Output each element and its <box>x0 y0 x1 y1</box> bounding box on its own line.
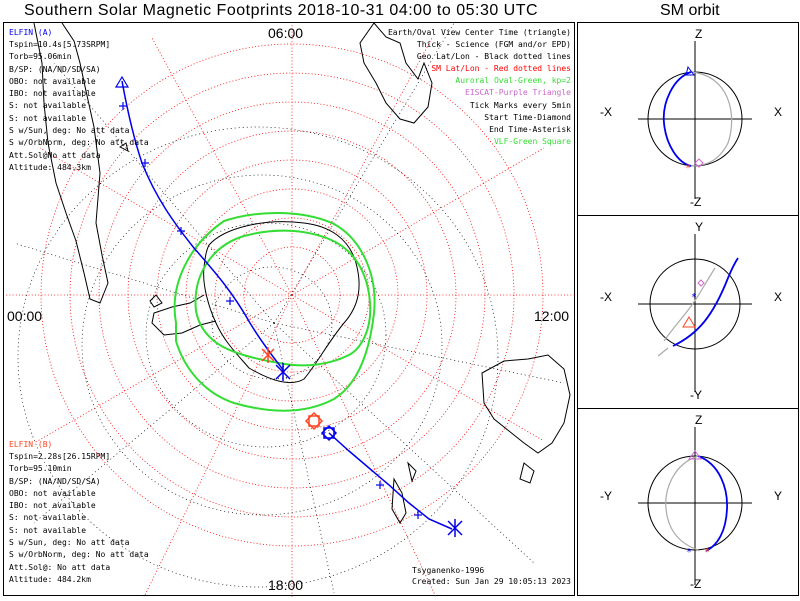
elfin-b-bsp: B/SP: (NA/ND/SD/SA) <box>9 476 101 486</box>
sm-orbit-xz: * Z -Z -X X <box>578 23 798 216</box>
axis-label-right: X <box>774 290 783 304</box>
elfin-a-tick-marks <box>119 102 422 519</box>
mlt-label-left: 00:00 <box>7 308 43 324</box>
footer: Tsyganenko-1996 Created: Sun Jan 29 10:0… <box>412 565 571 587</box>
model-credit: Tsyganenko-1996 <box>412 566 485 575</box>
elfin-a-obo: OBO: not available <box>9 76 96 86</box>
axis-label-right: Y <box>774 489 783 503</box>
elfin-a-info: Tspin=10.4s[5.73SRPM] Torb=95.06min B/SP… <box>9 39 149 174</box>
legend-item: Earth/Oval View Center Time (triangle) <box>387 28 571 37</box>
svg-text:*: * <box>704 547 710 558</box>
svg-text:*: * <box>691 292 697 303</box>
svg-text:*: * <box>686 547 692 558</box>
elfin-a-ibo: IBO: not available <box>9 89 96 99</box>
elfin-b-spin: Tspin=2.28s[26.15RPM] <box>9 452 111 461</box>
elfin-a-attsol: Att.Sol@No att data <box>9 150 101 160</box>
sm-orbit-xy: * Y -Y -X X <box>578 216 798 409</box>
elfin-b-s2: S: not available <box>9 525 87 535</box>
footprint-map <box>4 23 576 597</box>
elfin-b-ibo: IBO: not available <box>9 501 96 511</box>
legend: Earth/Oval View Center Time (triangle) T… <box>388 27 571 148</box>
axis-label-left: -X <box>600 105 612 119</box>
elfin-a-sun: S w/Sun, deg: No att data <box>9 126 130 136</box>
axis-label-top: Z <box>695 413 703 427</box>
elfin-b-header: ELFIN (B) <box>9 440 53 449</box>
mlt-label-bottom: 18:00 <box>268 577 304 593</box>
sm-orbit-xz-plot: * <box>638 41 752 199</box>
elfin-b-obo: OBO: not available <box>9 488 96 498</box>
sm-orbit-panel: * Z -Z -X X * Y -Y -X X <box>577 22 799 596</box>
elfin-a-start-diamond <box>320 424 338 442</box>
axis-label-bottom: -Y <box>690 388 702 402</box>
legend-item: Start Time-Diamond <box>484 112 571 122</box>
created-timestamp: Created: Sun Jan 29 10:05:13 2023 <box>412 577 571 586</box>
axis-label-left: -X <box>600 290 612 304</box>
elfin-a-orbnorm: S w/OrbNorm, deg: No att data <box>9 138 149 148</box>
footprint-map-panel: 06:00 00:00 12:00 18:00 ELFIN (A) Tspin=… <box>3 22 576 597</box>
sm-orbit-yz-plot: * * <box>638 427 752 585</box>
legend-item: SM Lat/Lon - Red dotted lines <box>431 64 571 74</box>
svg-text:*: * <box>685 163 691 174</box>
elfin-b-sun: S w/Sun, deg: No att data <box>9 538 130 548</box>
sm-orbit-xy-plot: * <box>638 234 752 392</box>
axis-label-left: -Y <box>600 489 612 503</box>
elfin-a-header: ELFIN (A) <box>9 28 53 37</box>
axis-label-top: Z <box>695 27 703 41</box>
legend-item: Geo Lat/Lon - Black dotted lines <box>416 52 571 62</box>
elfin-a-spin: Tspin=10.4s[5.73SRPM] <box>9 40 111 49</box>
axis-label-bottom: -Z <box>690 195 702 209</box>
geo-grid <box>13 23 565 594</box>
elfin-b-attsol: Att.Sol@: No att data <box>9 562 111 572</box>
elfin-a-bsp: B/SP: (NA/ND/SD/SA) <box>9 64 101 74</box>
auroral-oval <box>173 212 376 412</box>
legend-item: End Time-Asterisk <box>489 124 571 134</box>
sm-orbit-yz: * * Z -Z -Y Y <box>578 409 798 595</box>
elfin-a-s1: S: not available <box>9 101 87 111</box>
elfin-b-s1: S: not available <box>9 513 87 523</box>
axis-label-bottom: -Z <box>690 577 702 591</box>
coastlines <box>33 23 571 524</box>
plot-title: Southern Solar Magnetic Footprints 2018-… <box>24 2 539 19</box>
elfin-b-end-asterisk <box>261 347 275 363</box>
elfin-a-s2: S: not available <box>9 113 87 123</box>
sm-longitude-lines <box>4 23 576 597</box>
legend-item: Thick - Science (FGM and/or EPD) <box>416 40 571 50</box>
elfin-b-info: Tspin=2.28s[26.15RPM] Torb=95.10min B/SP… <box>9 451 149 586</box>
mlt-label-top: 06:00 <box>268 25 304 41</box>
mlt-label-right: 12:00 <box>534 308 570 324</box>
legend-item: Tick Marks every 5min <box>469 100 571 110</box>
elfin-a-end-asterisk <box>275 363 463 537</box>
legend-item: EISCAT-Purple Triangle <box>465 88 571 98</box>
axis-label-right: X <box>774 105 783 119</box>
sm-orbit-title: SM orbit <box>660 2 720 19</box>
elfin-b-altitude: Altitude: 484.2km <box>9 574 91 584</box>
legend-item: VLF-Green Square <box>493 136 571 146</box>
legend-item: Auroral Oval-Green, kp=2 <box>455 76 571 86</box>
elfin-a-altitude: Altitude: 484.3km <box>9 162 91 172</box>
elfin-a-track <box>121 80 453 530</box>
view-center-triangle <box>114 75 130 88</box>
elfin-b-orbit-period: Torb=95.10min <box>9 464 72 474</box>
axis-label-top: Y <box>695 220 704 234</box>
elfin-b-orbnorm: S w/OrbNorm, deg: No att data <box>9 550 149 560</box>
elfin-a-orbit-period: Torb=95.06min <box>9 52 72 62</box>
elfin-b-start-diamond <box>304 411 324 431</box>
